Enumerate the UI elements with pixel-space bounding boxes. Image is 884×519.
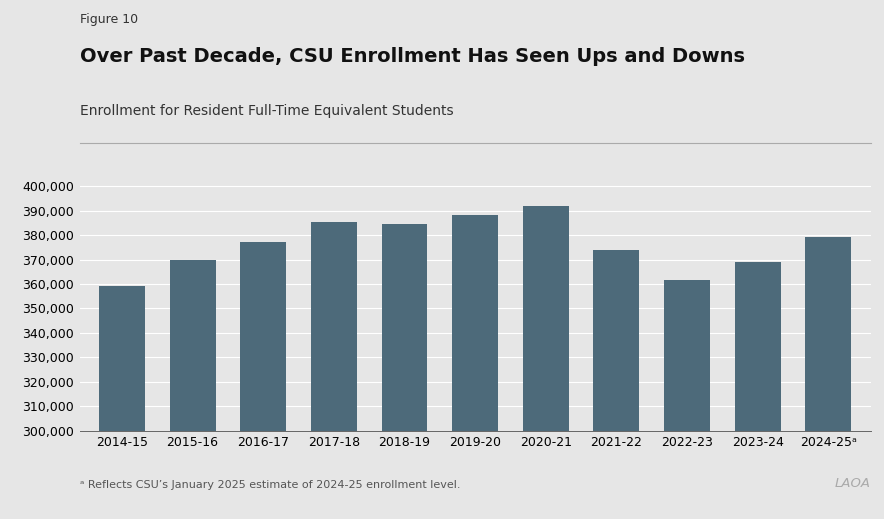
Bar: [99, 286, 145, 519]
Bar: [664, 280, 710, 519]
Text: Enrollment for Resident Full-Time Equivalent Students: Enrollment for Resident Full-Time Equiva…: [80, 104, 453, 118]
Bar: [593, 250, 639, 519]
Bar: [522, 206, 568, 519]
Text: LAOA: LAOA: [834, 477, 871, 490]
Text: Over Past Decade, CSU Enrollment Has Seen Ups and Downs: Over Past Decade, CSU Enrollment Has See…: [80, 47, 744, 66]
Bar: [170, 260, 216, 519]
Text: ᵃ Reflects CSU’s January 2025 estimate of 2024-25 enrollment level.: ᵃ Reflects CSU’s January 2025 estimate o…: [80, 481, 460, 490]
Bar: [453, 215, 498, 519]
Text: Figure 10: Figure 10: [80, 13, 138, 26]
Bar: [735, 262, 781, 519]
Bar: [805, 238, 851, 519]
Bar: [382, 224, 428, 519]
Bar: [311, 222, 357, 519]
Bar: [240, 242, 286, 519]
